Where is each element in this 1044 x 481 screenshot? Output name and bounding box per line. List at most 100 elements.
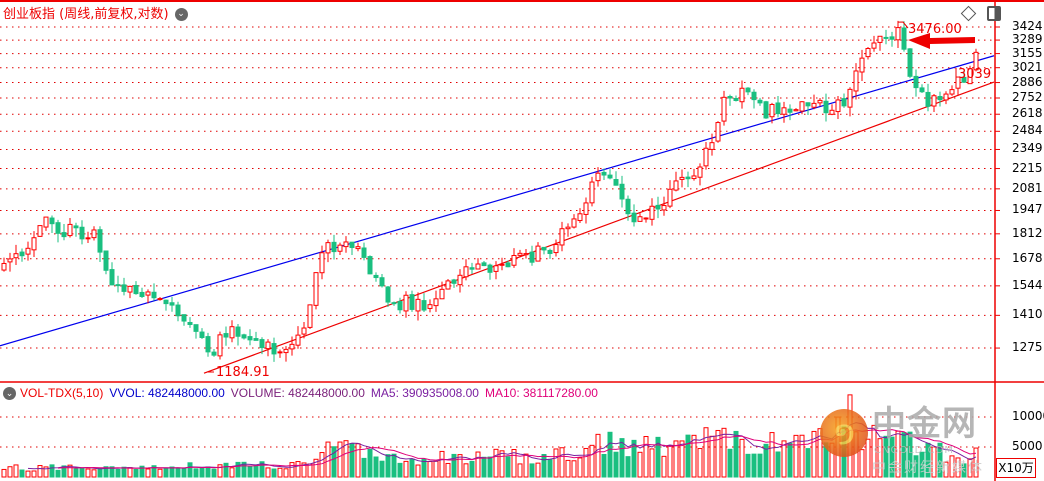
volume-bar-up: [463, 463, 469, 478]
candle-up: [511, 254, 517, 266]
volume-bar-up: [829, 442, 835, 478]
candle-up: [283, 348, 289, 354]
candle-up: [769, 103, 775, 118]
volume-bar-down: [19, 469, 25, 478]
volume-bar-down: [133, 469, 139, 478]
volume-bar-up: [679, 440, 685, 478]
candle-up: [721, 96, 727, 122]
candle-up: [829, 109, 835, 115]
volume-bar-up: [649, 448, 655, 478]
candle-down: [841, 98, 847, 107]
volume-axis-label: 10000: [1012, 409, 1044, 423]
candle-down: [199, 331, 205, 338]
volume-bar-up: [229, 467, 235, 478]
volume-bar-down: [901, 432, 907, 478]
candle-up: [355, 246, 361, 250]
candle-down: [367, 256, 373, 275]
trendline-lower: [203, 81, 995, 374]
vvol-value: VVOL: 482448000.00: [109, 386, 225, 400]
candle-up: [157, 298, 163, 301]
candle-up: [703, 147, 709, 167]
candle-up: [493, 265, 499, 272]
candle-down: [733, 97, 739, 101]
volume-bar-up: [637, 451, 643, 478]
price-axis-label: 2349: [1012, 141, 1043, 156]
volume-bar-up: [415, 464, 421, 478]
candle-up: [817, 99, 823, 104]
volume-bar-up: [493, 448, 499, 478]
candle-up: [463, 266, 469, 278]
price-axis-label: 2215: [1012, 160, 1043, 175]
price-axis-label: 3155: [1012, 45, 1043, 60]
volume-bar-down: [763, 443, 769, 478]
price-axis-label: 3289: [1012, 32, 1043, 47]
volume-bar-down: [919, 451, 925, 478]
candle-up: [673, 180, 679, 191]
diamond-icon[interactable]: [960, 5, 977, 22]
candle-down: [235, 326, 241, 337]
candle-up: [895, 27, 901, 41]
candle-down: [655, 204, 661, 210]
price-axis-label: 1812: [1012, 225, 1043, 240]
candle-up: [517, 252, 523, 256]
ma5-value: MA5: 390935008.00: [370, 386, 479, 400]
candle-up: [835, 99, 841, 113]
price-axis-label: 1410: [1012, 307, 1043, 322]
candle-down: [487, 264, 493, 273]
candle-down: [139, 291, 145, 297]
volume-bar-up: [853, 431, 859, 478]
volume-bar-up: [67, 464, 73, 478]
last-price-label: 3039: [958, 67, 992, 82]
volume-bar-down: [613, 451, 619, 478]
volume-bar-down: [139, 465, 145, 478]
candle-up: [847, 88, 853, 108]
chevron-down-icon[interactable]: ⌄: [3, 387, 16, 401]
volume-bar-down: [253, 465, 259, 478]
chevron-down-icon[interactable]: ⌄: [174, 8, 188, 21]
candle-up: [595, 172, 601, 182]
candle-down: [613, 179, 619, 186]
chart-toolbar: [960, 4, 1002, 23]
volume-bar-up: [571, 460, 577, 478]
volume-bar-down: [883, 435, 889, 478]
volume-bar-down: [211, 468, 217, 478]
candle-down: [505, 262, 511, 268]
volume-bar-down: [757, 453, 763, 478]
candle-down: [241, 334, 247, 339]
candle-up: [319, 252, 325, 274]
candle-up: [523, 253, 529, 256]
volume-bar-down: [169, 466, 175, 478]
candle-down: [181, 314, 187, 322]
volume-bar-up: [931, 446, 937, 478]
volume-bar-down: [529, 463, 535, 478]
volume-bar-down: [607, 431, 613, 478]
volume-bar-up: [313, 458, 319, 478]
candle-down: [631, 212, 637, 223]
volume-bar-down: [97, 467, 103, 478]
volume-bar-down: [115, 468, 121, 478]
candle-up: [583, 202, 589, 215]
candle-down: [361, 247, 367, 258]
volume-bar-up: [583, 447, 589, 478]
candle-down: [211, 351, 217, 356]
candle-down: [19, 251, 25, 257]
volume-bar-up: [697, 448, 703, 478]
candle-up: [445, 280, 451, 290]
candle-up: [859, 57, 865, 73]
volume-bar-down: [187, 462, 193, 478]
high-price-pointer: [897, 21, 909, 29]
candle-down: [547, 249, 553, 254]
candle-down: [109, 269, 115, 286]
volume-bar-up: [343, 440, 349, 478]
candle-up: [25, 247, 31, 255]
candle-up: [37, 225, 43, 237]
volume-bar-up: [265, 467, 271, 478]
candle-up: [289, 343, 295, 350]
volume-bar-up: [337, 441, 343, 478]
candle-up: [661, 205, 667, 211]
volume-bar-down: [541, 454, 547, 478]
candle-down: [913, 75, 919, 89]
candle-up: [553, 244, 559, 254]
panel-toggle-icon[interactable]: [987, 6, 1002, 21]
